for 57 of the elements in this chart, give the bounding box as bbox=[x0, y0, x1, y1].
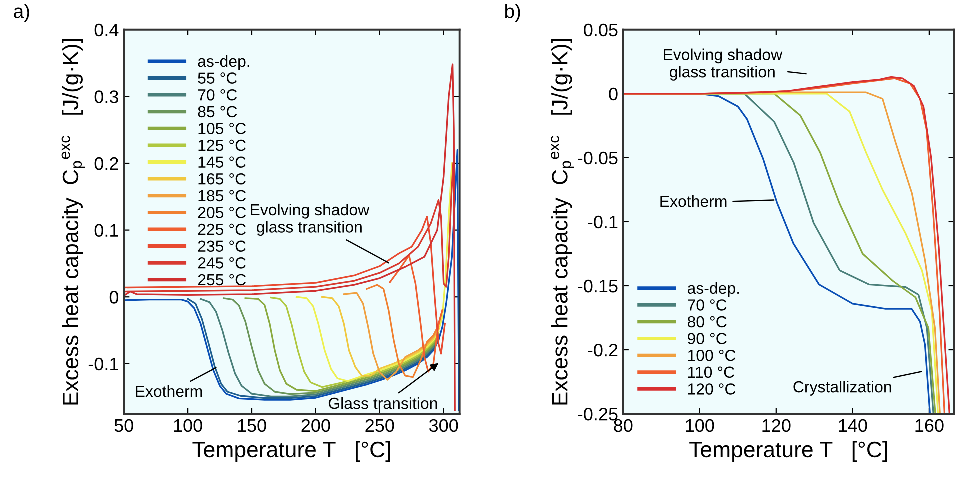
y-tick-label: 0.05 bbox=[584, 24, 618, 37]
x-tick-label: 100 bbox=[686, 419, 714, 432]
y-tick-label: 0.2 bbox=[94, 157, 118, 170]
legend-label: 185 °C bbox=[198, 190, 246, 202]
legend-label: 55 °C bbox=[198, 72, 238, 84]
legend-label: as-dep. bbox=[688, 282, 740, 298]
y-tick-label: -0.25 bbox=[578, 408, 618, 421]
annotation: Crystallization bbox=[794, 381, 892, 396]
x-tick-label: 160 bbox=[916, 419, 944, 432]
y-tick-label: 0 bbox=[110, 291, 119, 304]
text: Excess heat capacity C$_{p}$$^{exc}$ [J/(g·K)] bbox=[62, 39, 86, 405]
legend-label: 145 °C bbox=[198, 156, 246, 168]
annotation: Glass transition bbox=[328, 397, 438, 410]
annotation: Exotherm bbox=[136, 385, 202, 398]
y-tick-label: -0.2 bbox=[588, 344, 618, 357]
y-tick-label: 0.4 bbox=[94, 24, 119, 37]
chart-title: b) bbox=[505, 4, 520, 22]
legend-label: 100 °C bbox=[688, 350, 736, 362]
chart-title: a) bbox=[14, 4, 30, 22]
legend-label: 70 °C bbox=[198, 89, 238, 101]
legend-label: 125 °C bbox=[198, 140, 246, 152]
legend-label: 85 °C bbox=[198, 106, 238, 118]
y-tick-label: 0 bbox=[609, 88, 618, 101]
x-tick-label: 300 bbox=[429, 419, 458, 432]
x-tick-label: 80 bbox=[614, 419, 633, 432]
x-tick-label: 250 bbox=[366, 419, 394, 432]
y-tick-label: -0.15 bbox=[578, 280, 618, 293]
x-tick-label: 140 bbox=[839, 419, 868, 432]
legend-label: 120 °C bbox=[688, 384, 736, 395]
annotation: Evolving shadow glass transition bbox=[251, 204, 370, 236]
y-tick-label: -0.1 bbox=[88, 358, 118, 371]
y-tick-label: -0.05 bbox=[578, 152, 618, 165]
legend-label: 165 °C bbox=[198, 174, 246, 185]
x-axis-title: Temperature T [°C] bbox=[192, 441, 390, 462]
x-tick-label: 50 bbox=[114, 419, 134, 432]
annotation: Evolving shadow glass transition bbox=[664, 48, 783, 81]
y-tick-label: 0.3 bbox=[94, 90, 118, 104]
legend-label: 110 °C bbox=[688, 366, 734, 378]
legend-label: 255 °C bbox=[198, 274, 246, 286]
text: Excess heat capacity C$_{p}$$^{exc}$ [J/(g·K)] bbox=[551, 39, 574, 405]
y-tick-label: -0.1 bbox=[588, 216, 618, 229]
annotation: Exotherm bbox=[660, 196, 727, 208]
x-tick-label: 200 bbox=[302, 419, 330, 432]
x-tick-label: 100 bbox=[174, 419, 202, 432]
legend-label: 235 °C bbox=[198, 240, 246, 252]
legend-label: 245 °C bbox=[198, 258, 246, 269]
legend-label: 225 °C bbox=[198, 224, 246, 236]
x-axis-title: Temperature T [°C] bbox=[690, 441, 888, 462]
legend-label: 205 °C bbox=[198, 207, 246, 218]
legend-label: as-dep. bbox=[198, 55, 250, 70]
x-tick-label: 120 bbox=[762, 419, 791, 432]
legend-label: 105 °C bbox=[198, 123, 246, 134]
legend-label: 90 °C bbox=[688, 333, 727, 344]
x-tick-label: 150 bbox=[238, 419, 266, 432]
legend-label: 70 °C bbox=[688, 300, 727, 311]
y-tick-label: 0.1 bbox=[94, 224, 118, 238]
legend-label: 80 °C bbox=[688, 316, 727, 328]
